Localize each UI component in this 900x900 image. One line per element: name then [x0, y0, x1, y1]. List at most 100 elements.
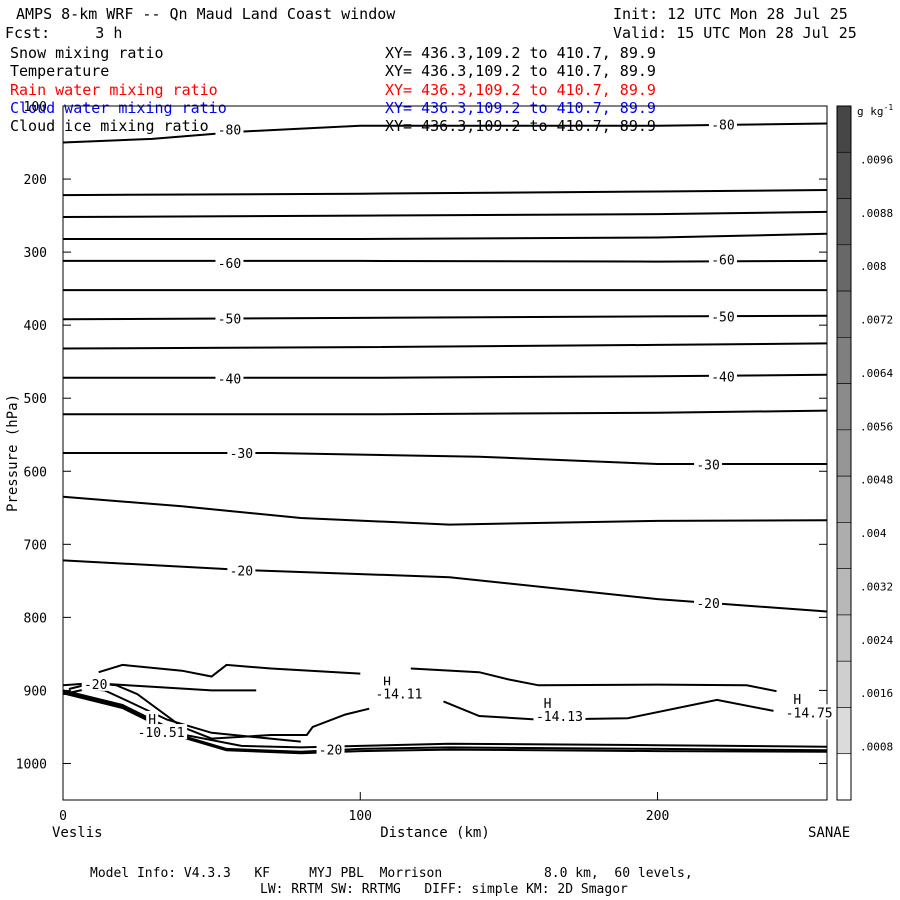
field-xy: XY= 436.3,109.2 to 410.7, 89.9: [385, 117, 656, 135]
colorbar-unit: g kg-1: [857, 103, 893, 118]
colorbar-tick-label: .0056: [860, 420, 893, 433]
contour-label-bg: [81, 675, 110, 691]
colorbar-tick-label: .0008: [860, 741, 893, 754]
isotherm-line: [63, 409, 828, 416]
colorbar-segment: [836, 429, 852, 477]
colorbar-segment: [836, 383, 852, 431]
contour-label: H: [544, 697, 552, 712]
contour-label-bg: [316, 741, 345, 757]
model-info-physics: LW: RRTM SW: RRTMG DIFF: simple KM: 2D S…: [260, 882, 628, 897]
contour-label: -20: [230, 565, 253, 580]
terrain-line: [62, 692, 828, 755]
contour-label-bg: [227, 445, 256, 460]
colorbar-segment: [836, 337, 852, 384]
contour-label: -20: [319, 744, 342, 759]
field-name: Temperature: [10, 62, 110, 80]
contour-label-bg: [708, 116, 737, 132]
contour-label: -80: [711, 118, 734, 133]
colorbar-segment: [836, 614, 852, 662]
colorbar-tick-label: .0088: [860, 207, 893, 220]
contour-label: H: [148, 713, 156, 728]
left-endpoint-label: Veslis: [52, 825, 103, 841]
contour-label-bg: [694, 594, 723, 610]
terrain-line: [62, 689, 828, 749]
y-tick-label: 400: [24, 319, 47, 334]
contour-label-bg: [708, 251, 737, 267]
contour-label-bg: [135, 724, 188, 740]
colorbar-segment: [836, 522, 852, 569]
contour-label-bg: [708, 368, 737, 384]
colorbar-tick-label: .0016: [860, 687, 893, 700]
isotherm-line: [62, 495, 828, 526]
contour-label: -20: [84, 678, 107, 693]
contour-label: -20: [696, 597, 719, 612]
field-xy: XY= 436.3,109.2 to 410.7, 89.9: [385, 81, 656, 99]
field-name: Cloud ice mixing ratio: [10, 117, 209, 135]
contour-label-bg: [694, 456, 723, 472]
field-name: Rain water mixing ratio: [10, 81, 218, 99]
isotherm-line: [63, 232, 828, 240]
colorbar-segment: [836, 244, 852, 292]
isotherm-line: [62, 342, 828, 350]
y-tick-label: 800: [24, 611, 47, 626]
low-level-contour: [443, 698, 774, 721]
isotherm-line: [63, 373, 828, 379]
x-tick-label: 0: [59, 809, 67, 824]
forecast-hour: Fcst: 3 h: [5, 24, 123, 42]
contour-label: H: [383, 676, 391, 691]
contour-label: -80: [218, 123, 241, 138]
colorbar-tick-label: .0024: [860, 634, 893, 647]
chart-title: AMPS 8-km WRF -- Qn Maud Land Coast wind…: [16, 5, 396, 23]
colorbar-tick-label: .0032: [860, 580, 893, 593]
colorbar-tick-label: .0064: [860, 367, 893, 380]
colorbar-segment: [836, 568, 852, 616]
y-tick-label: 300: [24, 246, 47, 261]
contour-label: -14.75: [786, 706, 833, 721]
field-xy: XY= 436.3,109.2 to 410.7, 89.9: [385, 99, 656, 117]
contour-label-bg: [372, 685, 425, 701]
contour-label: -40: [711, 370, 734, 385]
x-axis-label: Distance (km): [380, 825, 490, 841]
colorbar-segment: [836, 290, 852, 338]
colorbar-segment: [836, 475, 852, 523]
colorbar-segment: [836, 660, 852, 708]
y-tick-label: 500: [24, 392, 47, 407]
isotherm-line: [62, 122, 828, 144]
valid-time: Valid: 15 UTC Mon 28 Jul 25: [613, 24, 857, 42]
isotherm-line: [62, 210, 828, 218]
colorbar-tick-label: .0096: [860, 153, 893, 166]
colorbar-segment: [836, 105, 852, 153]
field-name: Cloud water mixing ratio: [10, 99, 227, 117]
low-level-contour: [410, 667, 777, 693]
colorbar-tick-label: .0072: [860, 314, 893, 327]
field-xy: XY= 436.3,109.2 to 410.7, 89.9: [385, 62, 656, 80]
contour-label-bg: [215, 121, 244, 137]
y-tick-label: 600: [24, 465, 47, 480]
contour-label-bg: [791, 691, 804, 707]
contour-label-bg: [146, 710, 159, 726]
x-tick-label: 100: [349, 809, 372, 824]
contour-label-bg: [215, 255, 244, 271]
contour-label: H: [793, 693, 801, 708]
contour-label-bg: [533, 707, 586, 723]
contour-label: -30: [696, 459, 719, 474]
right-endpoint-label: SANAE: [808, 825, 850, 841]
x-tick-label: 200: [646, 809, 669, 824]
contour-label: -60: [218, 257, 241, 272]
y-tick-label: 700: [24, 538, 47, 553]
contour-label: -10.51: [138, 726, 185, 741]
isotherm-line: [63, 259, 828, 263]
colorbar-segment: [836, 151, 852, 199]
y-tick-label: 900: [24, 684, 47, 699]
contour-label-bg: [381, 673, 394, 689]
y-tick-label: 100: [24, 100, 47, 115]
y-tick-label: 200: [24, 173, 47, 188]
terrain-line: [62, 690, 828, 753]
low-level-contour: [98, 663, 361, 678]
isotherm-line: [62, 189, 828, 197]
contour-label-bg: [215, 310, 244, 326]
contour-label-bg: [227, 562, 256, 578]
model-info: Model Info: V4.3.3 KF MYJ PBL Morrison 8…: [90, 866, 693, 881]
init-time: Init: 12 UTC Mon 28 Jul 25: [613, 5, 848, 23]
